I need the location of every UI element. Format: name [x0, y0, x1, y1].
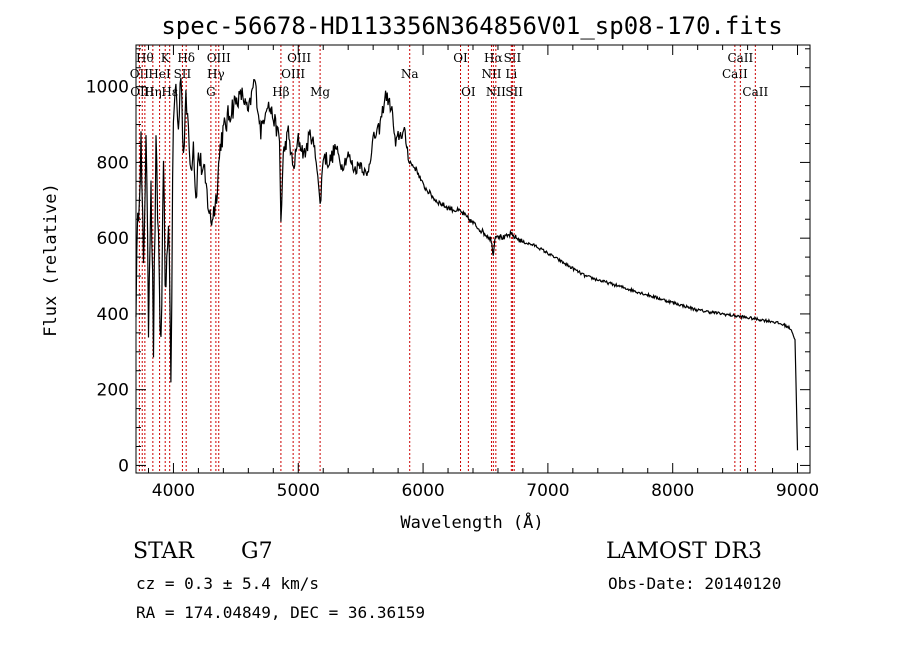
line-marker-label: Hγ	[207, 67, 225, 81]
line-marker-label: OI	[461, 85, 476, 99]
spectrum-series	[135, 77, 799, 451]
x-axis-label: Wavelength (Å)	[400, 511, 543, 533]
line-marker-label: OIII	[281, 67, 305, 81]
subclass: G7	[241, 539, 273, 564]
y-tick-label: 1000	[86, 78, 129, 98]
y-axis-label: Flux (relative)	[41, 183, 61, 337]
line-marker-label: Na	[401, 67, 419, 81]
line-marker-label: SII	[505, 85, 523, 99]
y-tick-label: 600	[97, 229, 129, 249]
line-marker-label: G	[206, 85, 216, 99]
line-marker-label: OII	[130, 67, 150, 81]
line-marker-label: Hδ	[177, 51, 195, 65]
line-marker-label: K	[161, 51, 171, 65]
y-tick-label: 400	[97, 305, 129, 325]
line-marker-label: Hη	[144, 85, 162, 99]
axes: 4000 5000 6000 7000 8000 9000 0 200 400 600 800 100…	[86, 45, 819, 501]
y-tick-label: 800	[97, 153, 129, 173]
line-marker-label: NII	[486, 85, 506, 99]
line-marker-label: CaII	[742, 85, 768, 99]
line-marker-label: Hα	[484, 51, 503, 65]
obs-date: Obs-Date: 20140120	[608, 574, 782, 593]
coordinates: RA = 174.04849, DEC = 36.36159	[136, 603, 425, 622]
y-tick-label: 0	[118, 456, 129, 476]
line-marker-label: CaII	[727, 51, 753, 65]
line-marker-label: Li	[505, 67, 517, 81]
line-marker-label: CaII	[722, 67, 748, 81]
line-markers: OIIOIIIHθHηHeIKHεSIIHδGHγOIIIHβOIIIOIIIM…	[130, 45, 768, 473]
object-type: STAR	[133, 539, 194, 564]
line-marker-label: Hβ	[272, 85, 289, 99]
line-marker-label: SII	[504, 51, 522, 65]
line-marker-label: Hθ	[136, 51, 154, 65]
line-marker-label: OIII	[287, 51, 311, 65]
line-marker-label: OI	[453, 51, 468, 65]
x-tick-label: 7000	[526, 481, 569, 501]
x-tick-label: 5000	[277, 481, 320, 501]
plot-frame	[135, 44, 811, 474]
line-marker-label: OIII	[207, 51, 231, 65]
x-tick-label: 6000	[401, 481, 444, 501]
line-marker-label: NII	[481, 67, 501, 81]
survey-name: LAMOST DR3	[606, 539, 762, 564]
x-tick-label: 8000	[651, 481, 694, 501]
line-marker-label: HeI	[148, 67, 171, 81]
line-marker-label: Hε	[161, 85, 178, 99]
y-tick-label: 200	[97, 381, 129, 401]
line-marker-label: SII	[174, 67, 192, 81]
chart-title: spec-56678-HD113356N364856V01_sp08-170.f…	[161, 12, 782, 40]
x-tick-label: 4000	[152, 481, 195, 501]
line-marker-label: Mg	[310, 85, 330, 99]
x-tick-label: 9000	[776, 481, 819, 501]
redshift-text: cz = 0.3 ± 5.4 km/s	[136, 574, 320, 593]
